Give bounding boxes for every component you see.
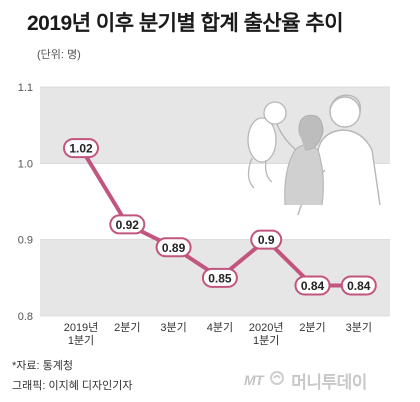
family-illustration: [247, 94, 381, 216]
data-point-bubble: [340, 275, 377, 296]
man-figure: [317, 129, 381, 206]
y-tick-label: 1.1: [18, 82, 33, 94]
woman-arm: [275, 121, 297, 151]
data-point: 0.84: [340, 275, 377, 296]
data-label: 1.02: [69, 142, 93, 156]
x-tick-label: 2020년 1분기: [249, 321, 284, 347]
data-point-bubble: [63, 138, 99, 159]
man-hair: [329, 94, 362, 113]
data-point: 0.85: [201, 267, 238, 288]
baby-head: [263, 101, 287, 125]
source-note: *자료: 통계청: [12, 360, 73, 372]
data-point-bubble: [250, 229, 283, 250]
data-point: 0.92: [109, 214, 146, 235]
x-tick-label: 2분기: [114, 321, 140, 334]
brand-mt-mark: MT: [244, 372, 264, 388]
x-tick-label: 3분기: [346, 321, 372, 334]
man-head: [329, 96, 361, 128]
chart-canvas: 1.02 0.92 0.89 0.85 0.9 0.84 0.84 1.1 1.0 0.9 0.8…: [18, 82, 390, 347]
data-point-bubble: [294, 275, 331, 296]
y-tick-label: 1.0: [18, 158, 33, 170]
chart-title: 2019년 이후 분기별 합계 출산율 추이: [27, 12, 344, 35]
x-tick-label: 4분기: [207, 321, 233, 334]
data-point: 0.84: [294, 275, 331, 296]
data-label: 0.85: [208, 271, 232, 285]
data-point-bubble: [155, 237, 192, 258]
brand-logo: MT 머니투데이: [244, 369, 367, 392]
data-point: 0.9: [250, 229, 283, 250]
data-point-bubble: [109, 214, 146, 235]
y-axis-ticks: 1.1 1.0 0.9 0.8: [18, 82, 33, 323]
data-label: 0.84: [301, 279, 325, 293]
x-tick-label: 2019년 1분기: [64, 321, 99, 347]
brand-name: 머니투데이: [291, 372, 367, 392]
baby-body: [247, 117, 277, 163]
baby-legs: [247, 157, 273, 189]
data-point: 0.89: [155, 237, 192, 258]
data-label: 0.84: [347, 279, 371, 293]
x-axis-ticks: 2019년 1분기 2분기 3분기 4분기 2020년 1분기 2분기 3분기: [64, 321, 372, 347]
data-label: 0.9: [258, 233, 275, 247]
y-tick-label: 0.8: [18, 311, 33, 323]
data-markers: 1.02 0.92 0.89 0.85 0.9 0.84 0.84: [63, 138, 377, 296]
x-tick-label: 3분기: [160, 321, 186, 334]
data-label: 0.89: [162, 241, 186, 255]
data-label: 0.92: [116, 218, 140, 232]
x-tick-label: 2분기: [299, 321, 325, 334]
data-point-bubble: [201, 267, 238, 288]
unit-label: (단위: 명): [37, 49, 81, 61]
y-tick-label: 0.9: [18, 235, 33, 247]
brand-swirl-icon: [269, 370, 285, 391]
woman-hair: [298, 114, 323, 151]
data-point: 1.02: [63, 138, 99, 159]
graphic-credit: 그래픽: 이지혜 디자인기자: [12, 380, 133, 392]
